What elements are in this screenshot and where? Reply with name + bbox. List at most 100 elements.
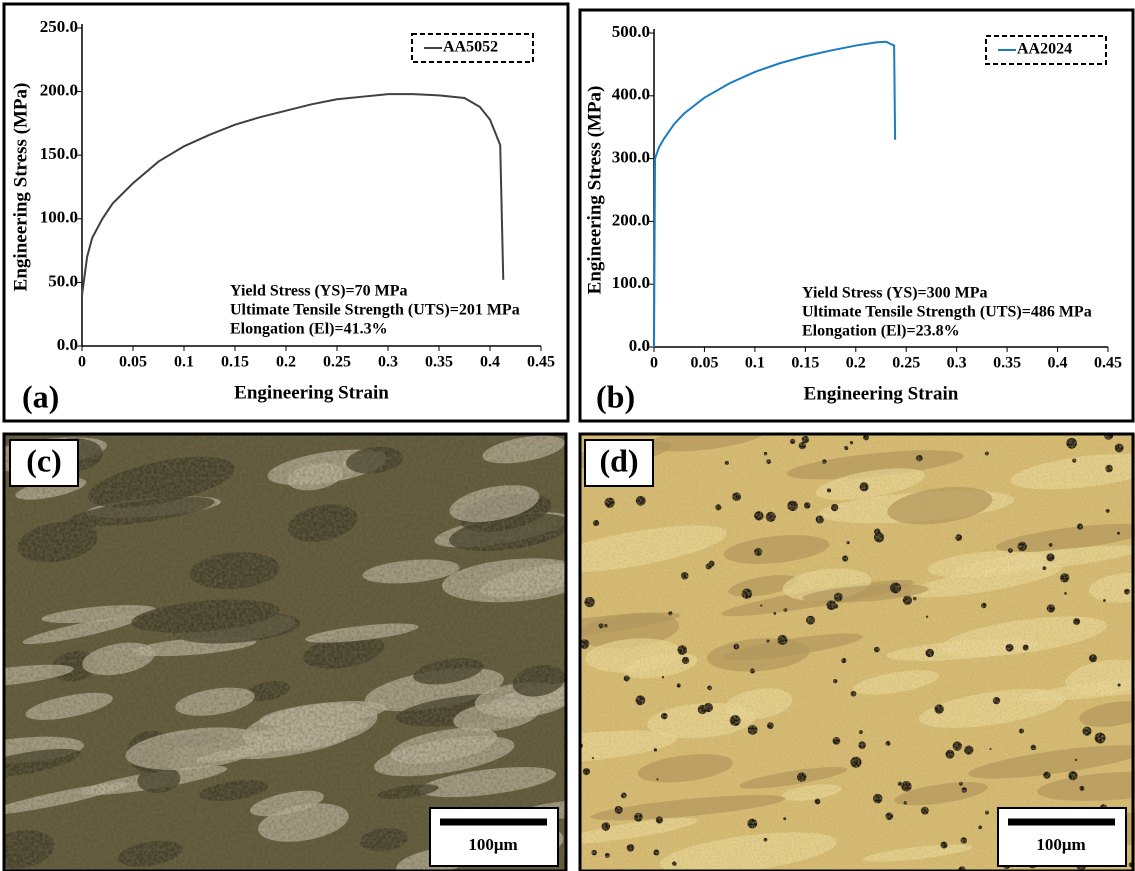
particle: [1073, 618, 1080, 625]
x-tick-label: 0.1: [174, 354, 194, 371]
particle: [827, 600, 837, 610]
particle: [981, 603, 986, 608]
x-tick-label: 0.3: [378, 354, 398, 371]
particle: [941, 842, 948, 849]
particle: [885, 812, 893, 820]
particle: [763, 838, 767, 842]
particle: [961, 837, 967, 843]
panel-label: (d): [599, 442, 638, 478]
particle: [1064, 592, 1067, 595]
scale-label: 100μm: [468, 835, 517, 854]
particle: [873, 794, 882, 803]
particle: [1068, 771, 1077, 780]
particle: [677, 684, 681, 688]
particle: [1117, 532, 1120, 535]
x-tick-label: 0.2: [846, 355, 866, 372]
particle: [733, 644, 739, 650]
y-tick-label: 0.0: [629, 336, 650, 355]
x-tick-label: 0.25: [892, 355, 920, 372]
x-tick-label: 0.35: [993, 355, 1021, 372]
particle: [1031, 745, 1036, 750]
particle: [860, 482, 869, 491]
particle: [656, 778, 658, 780]
particle: [850, 441, 853, 444]
particle: [1089, 654, 1097, 662]
y-axis-label: Engineering Stress (MPa): [10, 83, 31, 292]
particle: [760, 604, 762, 606]
particle: [704, 703, 713, 712]
annotation: Yield Stress (YS)=70 MPa: [230, 283, 408, 300]
particle: [898, 782, 902, 786]
particle: [707, 686, 712, 691]
panel-label: (c): [26, 442, 62, 478]
x-tick-label: 0.15: [791, 355, 819, 372]
particle: [890, 582, 901, 593]
particle: [783, 608, 787, 612]
particle: [624, 675, 630, 681]
particle: [802, 436, 809, 443]
particle: [993, 697, 1000, 704]
particle: [1066, 438, 1077, 449]
scale-label: 100μm: [1036, 835, 1085, 854]
particle: [1043, 772, 1050, 779]
particle: [654, 748, 657, 751]
data-line: [82, 94, 503, 295]
particle: [850, 757, 861, 768]
particle: [959, 782, 963, 786]
particle: [815, 799, 821, 805]
particle: [627, 844, 635, 852]
particle: [806, 616, 815, 625]
x-tick-label: 0.45: [1094, 355, 1122, 372]
particle: [816, 516, 824, 524]
particle: [754, 548, 762, 556]
particle: [591, 850, 596, 855]
particle: [851, 691, 857, 697]
y-tick-label: 0.0: [57, 335, 78, 354]
particle: [913, 597, 917, 601]
legend-label: AA2024: [1017, 41, 1072, 58]
x-axis-label: Engineering Strain: [234, 382, 389, 403]
y-tick-label: 250.0: [40, 17, 78, 36]
particle: [874, 532, 884, 542]
particle: [766, 640, 769, 643]
panel-label: (b): [596, 378, 635, 414]
particle: [682, 657, 689, 664]
particle: [602, 822, 611, 831]
particle: [1042, 566, 1046, 570]
particle: [653, 850, 659, 856]
particle: [1006, 644, 1014, 652]
particle: [783, 817, 786, 820]
particle: [945, 750, 954, 759]
particle: [846, 541, 849, 544]
particle: [656, 816, 663, 823]
particle: [1075, 759, 1077, 761]
x-tick-label: 0: [650, 355, 658, 372]
particle: [1049, 543, 1053, 547]
y-tick-label: 200.0: [612, 210, 650, 229]
x-axis-label: Engineering Strain: [804, 383, 959, 404]
particle: [730, 715, 741, 726]
particle: [886, 741, 891, 746]
panel-label: (a): [22, 378, 59, 414]
particle: [822, 459, 826, 463]
particle: [926, 649, 934, 657]
particle: [874, 647, 880, 653]
particle: [787, 501, 797, 511]
particle: [672, 862, 676, 866]
particle: [1060, 573, 1069, 582]
particle: [635, 695, 645, 705]
x-tick-label: 0.2: [276, 354, 296, 371]
particle: [605, 498, 615, 508]
y-tick-label: 200.0: [40, 81, 78, 100]
particle: [748, 725, 758, 735]
particle: [904, 801, 907, 804]
particle: [583, 768, 590, 775]
x-tick-label: 0.1: [745, 355, 765, 372]
particle: [766, 459, 771, 464]
particle: [1124, 589, 1130, 595]
particle: [661, 713, 667, 719]
x-tick-label: 0.25: [323, 354, 351, 371]
particle: [1017, 542, 1026, 551]
y-tick-label: 500.0: [612, 22, 650, 41]
x-tick-label: 0.4: [480, 354, 500, 371]
